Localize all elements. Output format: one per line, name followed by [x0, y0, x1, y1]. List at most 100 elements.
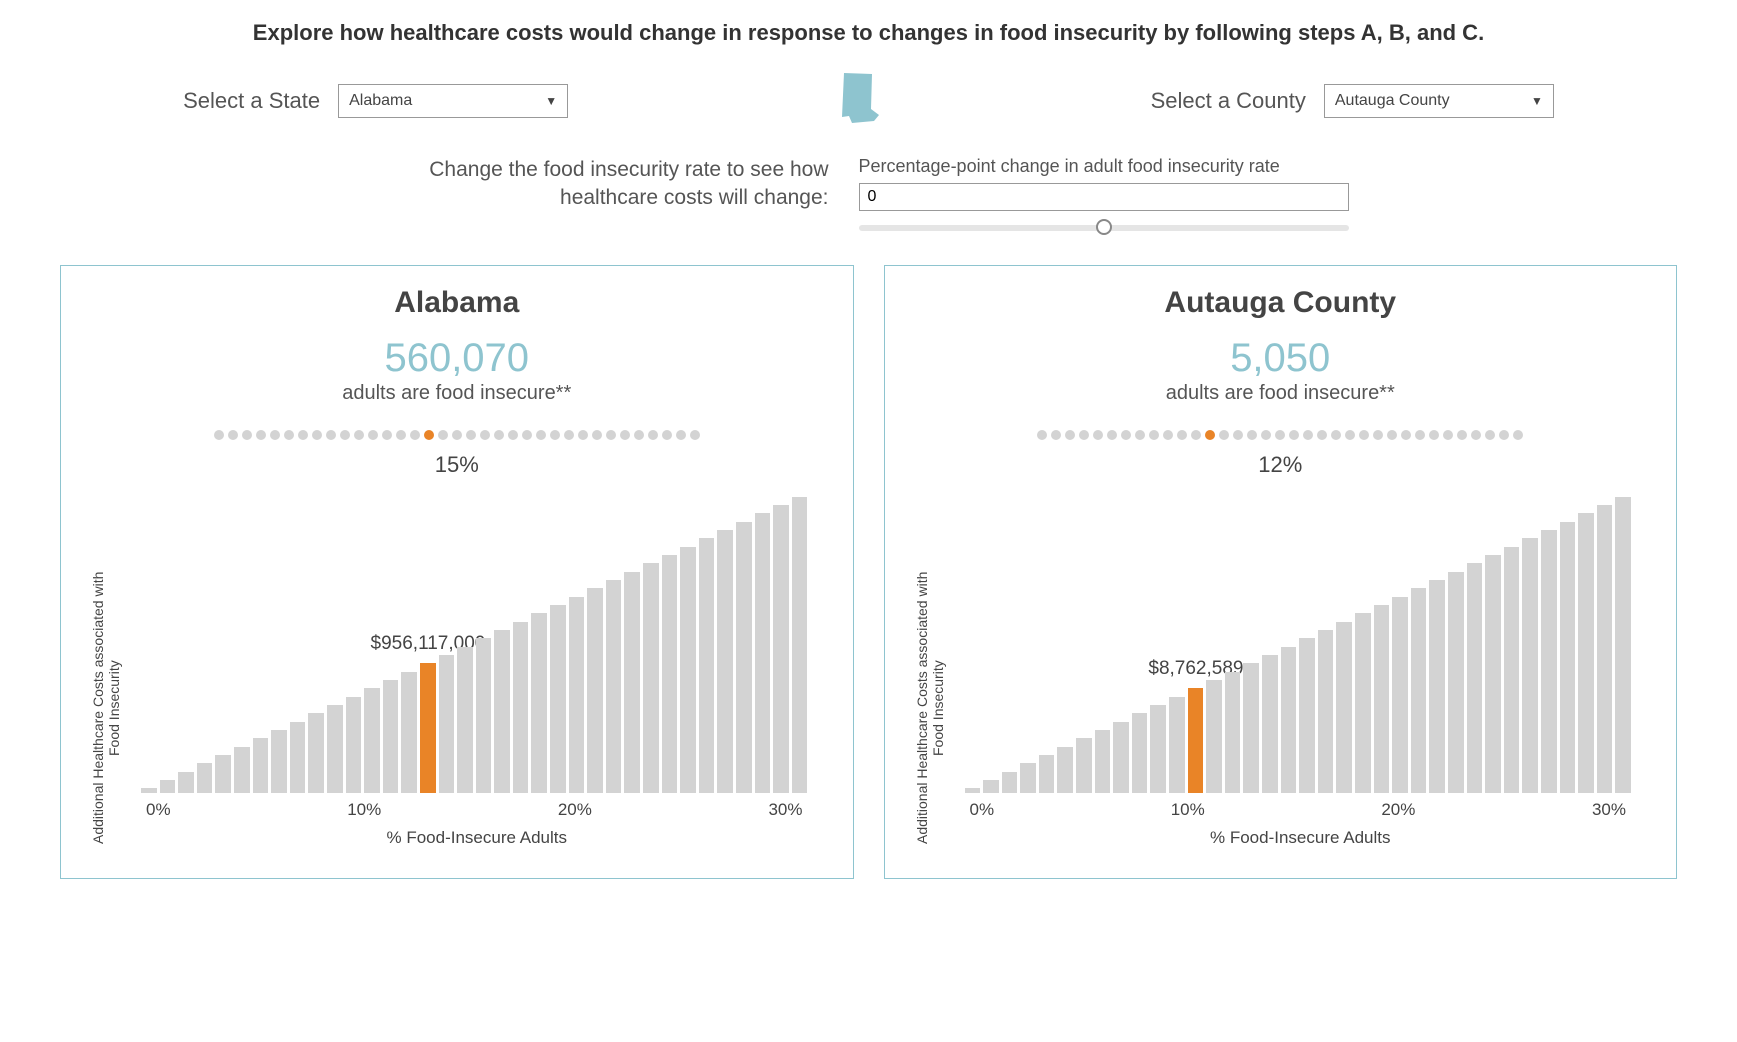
chart-bar	[1374, 605, 1390, 793]
county-dropdown[interactable]: Autauga County ▼	[1324, 84, 1554, 118]
chart-bar	[606, 580, 622, 793]
state-dropdown[interactable]: Alabama ▼	[338, 84, 568, 118]
chart-bar	[680, 547, 696, 793]
dot	[368, 430, 378, 440]
chart-bar	[1355, 613, 1371, 793]
county-label: Select a County	[1151, 88, 1306, 114]
page-title: Explore how healthcare costs would chang…	[60, 20, 1677, 46]
dot	[1261, 430, 1271, 440]
county-xlabel: % Food-Insecure Adults	[950, 828, 1652, 848]
dot	[1093, 430, 1103, 440]
chart-bar	[1057, 747, 1073, 793]
dot	[648, 430, 658, 440]
xtick: 20%	[1381, 800, 1415, 820]
state-shape-icon	[834, 71, 884, 131]
chevron-down-icon: ▼	[545, 94, 557, 108]
county-chart: Additional Healthcare Costs associated w…	[910, 488, 1652, 848]
slider-track[interactable]	[859, 219, 1349, 235]
chart-bar	[587, 588, 603, 793]
chart-bar	[234, 747, 250, 793]
chart-bar	[271, 730, 287, 793]
dot	[270, 430, 280, 440]
chart-bar	[1615, 497, 1631, 793]
state-dot-strip	[86, 430, 828, 440]
dot	[1037, 430, 1047, 440]
chart-bar	[290, 722, 306, 793]
dot	[1079, 430, 1089, 440]
state-panel: Alabama 560,070 adults are food insecure…	[60, 265, 854, 879]
chart-bar	[401, 672, 417, 793]
dot	[1247, 430, 1257, 440]
chart-bar	[1522, 538, 1538, 793]
chart-bar	[141, 788, 157, 793]
dot	[1135, 430, 1145, 440]
dot	[1107, 430, 1117, 440]
county-ylabel: Additional Healthcare Costs associated w…	[910, 568, 950, 848]
chart-bar	[717, 530, 733, 793]
xtick: 10%	[347, 800, 381, 820]
chart-bar	[1020, 763, 1036, 793]
chart-bar	[1597, 505, 1613, 793]
dot	[424, 430, 434, 440]
dot	[466, 430, 476, 440]
state-xaxis: 0%10%20%30%	[141, 800, 808, 820]
county-panel: Autauga County 5,050 adults are food ins…	[884, 265, 1678, 879]
dot	[1471, 430, 1481, 440]
chart-bar	[178, 772, 194, 793]
chart-bar	[1039, 755, 1055, 793]
dot	[1387, 430, 1397, 440]
dot	[480, 430, 490, 440]
slider-value-input[interactable]	[859, 183, 1349, 211]
chart-bar	[531, 613, 547, 793]
dot	[326, 430, 336, 440]
chart-bar	[773, 505, 789, 793]
chart-bar	[1578, 513, 1594, 793]
chart-bar	[736, 522, 752, 793]
xtick: 0%	[970, 800, 995, 820]
chart-bar	[983, 780, 999, 793]
dot	[312, 430, 322, 440]
chart-bar	[965, 788, 981, 793]
chart-bar	[1411, 588, 1427, 793]
xtick: 0%	[146, 800, 171, 820]
dot	[1051, 430, 1061, 440]
panels: Alabama 560,070 adults are food insecure…	[60, 265, 1677, 879]
chart-bar	[1243, 663, 1259, 793]
xtick: 10%	[1171, 800, 1205, 820]
dot	[564, 430, 574, 440]
dot	[676, 430, 686, 440]
dot	[1275, 430, 1285, 440]
chart-bar	[1392, 597, 1408, 793]
county-panel-title: Autauga County	[910, 286, 1652, 320]
chart-bar	[1002, 772, 1018, 793]
slider-row: Change the food insecurity rate to see h…	[60, 156, 1677, 235]
dot	[1163, 430, 1173, 440]
chart-bar	[1485, 555, 1501, 793]
chart-bar	[792, 497, 808, 793]
dot	[228, 430, 238, 440]
county-control: Select a County Autauga County ▼	[1151, 84, 1554, 118]
chart-bar	[1206, 680, 1222, 793]
dot	[1457, 430, 1467, 440]
slider-thumb[interactable]	[1096, 219, 1112, 235]
chart-bar	[1188, 688, 1204, 793]
county-caption: adults are food insecure**	[910, 382, 1652, 405]
dot	[1205, 430, 1215, 440]
state-label: Select a State	[183, 88, 320, 114]
chart-bar	[513, 622, 529, 793]
county-dot-strip	[910, 430, 1652, 440]
chart-bar	[327, 705, 343, 793]
county-xaxis: 0%10%20%30%	[965, 800, 1632, 820]
county-bars	[965, 493, 1632, 793]
chart-bar	[550, 605, 566, 793]
chart-bar	[569, 597, 585, 793]
chart-bar	[1132, 713, 1148, 793]
chart-bar	[457, 647, 473, 793]
dot	[508, 430, 518, 440]
chart-bar	[494, 630, 510, 793]
dot	[1499, 430, 1509, 440]
dot	[662, 430, 672, 440]
dot	[550, 430, 560, 440]
chart-bar	[1541, 530, 1557, 793]
chart-bar	[699, 538, 715, 793]
